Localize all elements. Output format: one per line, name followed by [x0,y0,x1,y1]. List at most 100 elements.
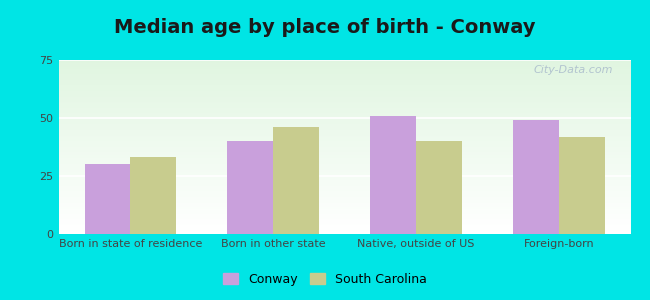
Bar [58,195,630,196]
Bar [416,141,462,234]
Bar [58,107,630,108]
Bar [58,164,630,165]
Bar [58,147,630,148]
Bar [58,76,630,77]
Bar [58,208,630,209]
Bar [58,224,630,225]
Bar [58,109,630,110]
Bar [58,67,630,68]
Bar [58,218,630,219]
Bar [58,93,630,94]
Bar [58,92,630,93]
Bar [58,185,630,186]
Bar [58,203,630,204]
Bar [58,83,630,84]
Bar [58,106,630,107]
Bar [58,200,630,201]
Bar [58,75,630,76]
Bar [58,90,630,91]
Bar [58,132,630,133]
Bar [58,161,630,162]
Bar [58,188,630,189]
Bar [58,61,630,62]
Bar [58,108,630,109]
Legend: Conway, South Carolina: Conway, South Carolina [218,268,432,291]
Bar [58,207,630,208]
Bar [58,119,630,120]
Bar [58,117,630,118]
Bar [58,100,630,101]
Bar [58,137,630,138]
Bar [58,99,630,100]
Bar [58,171,630,172]
Bar [58,215,630,216]
Bar [58,91,630,92]
Bar [58,196,630,197]
Bar [58,158,630,159]
Bar [58,228,630,229]
Bar [58,79,630,80]
Bar [58,194,630,195]
Bar [58,118,630,119]
Bar [58,150,630,151]
Bar [58,163,630,164]
Bar [58,148,630,149]
Bar [58,127,630,128]
Bar [58,143,630,144]
Bar [58,189,630,190]
Bar [58,88,630,89]
Bar [58,191,630,192]
Bar [58,156,630,157]
Bar [559,136,604,234]
Bar [58,65,630,66]
Bar [58,112,630,113]
Bar [58,180,630,181]
Bar [58,114,630,115]
Bar [58,193,630,194]
Bar [58,209,630,210]
Bar [58,213,630,214]
Bar [58,115,630,116]
Bar [273,127,318,234]
Bar [58,86,630,87]
Bar [58,201,630,202]
Bar [58,153,630,154]
Bar [58,154,630,155]
Bar [58,96,630,97]
Bar [58,146,630,147]
Bar [58,155,630,156]
Bar [84,164,130,234]
Bar [58,133,630,134]
Text: Median age by place of birth - Conway: Median age by place of birth - Conway [114,18,536,37]
Bar [58,232,630,233]
Bar [58,130,630,131]
Bar [58,126,630,127]
Bar [58,233,630,234]
Bar [58,165,630,166]
Bar [58,159,630,160]
Bar [58,131,630,132]
Bar [58,210,630,211]
Bar [58,116,630,117]
Bar [58,142,630,143]
Bar [58,104,630,105]
Bar [58,167,630,168]
Bar [58,229,630,230]
Bar [58,162,630,163]
Bar [58,129,630,130]
Bar [58,102,630,103]
Bar [58,94,630,95]
Bar [58,66,630,67]
Bar [58,120,630,121]
Bar [58,222,630,223]
Bar [58,97,630,98]
Bar [58,172,630,173]
Bar [58,80,630,81]
Bar [227,141,273,234]
Bar [58,105,630,106]
Bar [58,144,630,145]
Bar [58,63,630,64]
Bar [58,212,630,213]
Bar [58,187,630,188]
Bar [58,179,630,180]
